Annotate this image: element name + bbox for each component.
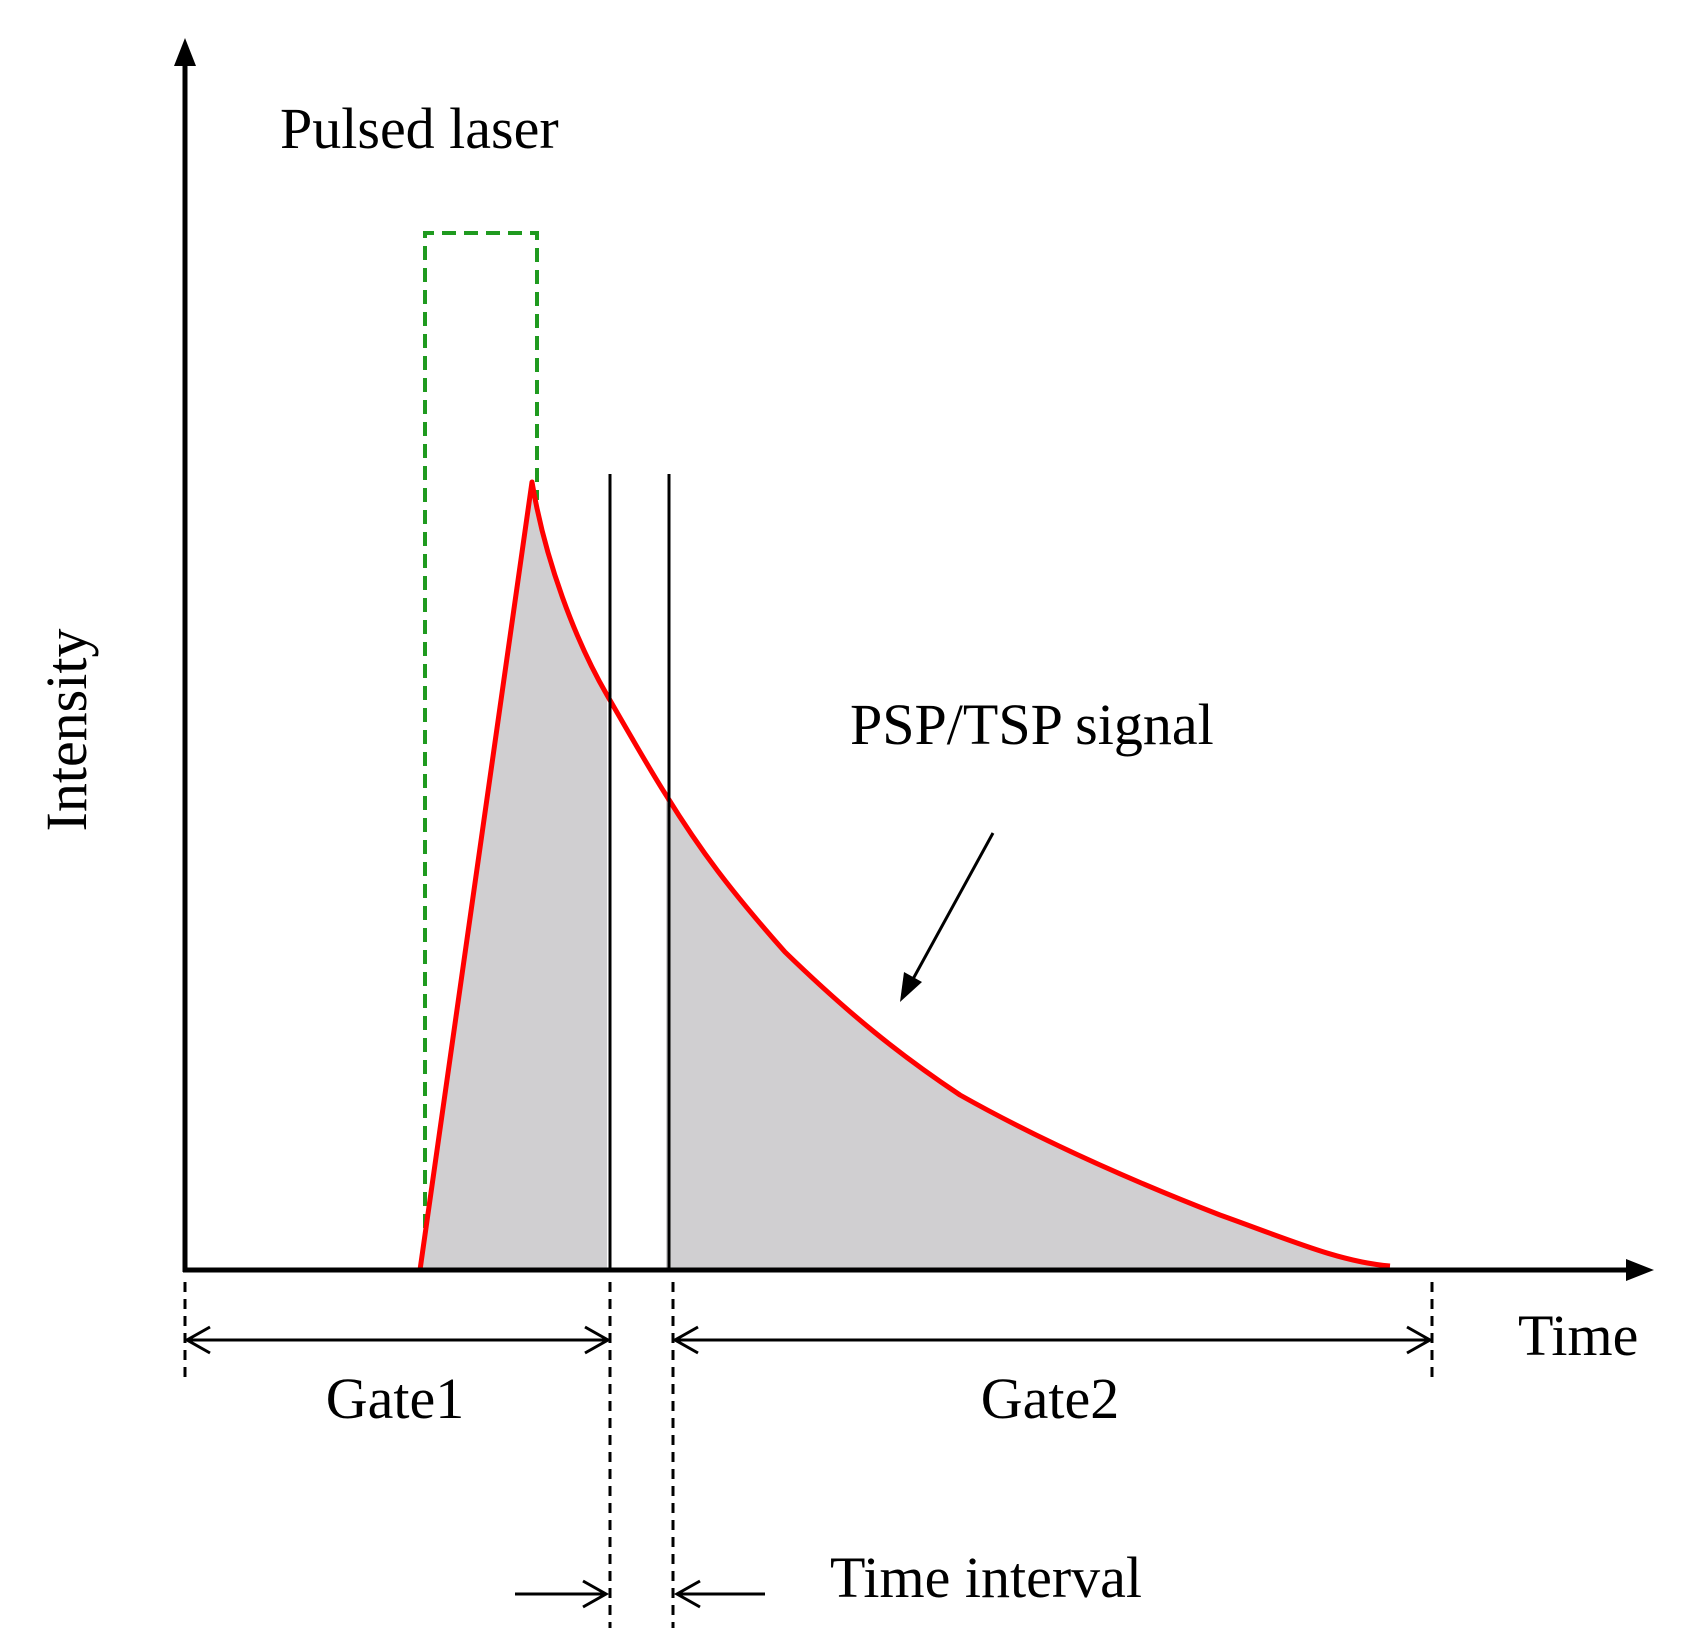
gate2-left-arrowhead (671, 1325, 699, 1355)
y-axis-label: Intensity (34, 629, 99, 832)
gate2-right-arrowhead (1406, 1325, 1434, 1355)
laser-pulse-outline (423, 231, 539, 1228)
signal-pointer-arrowhead (900, 972, 922, 1002)
laser-label: Pulsed laser (280, 96, 559, 161)
signal-label: PSP/TSP signal (850, 692, 1214, 757)
gate2-shaded-area (666, 795, 1390, 1270)
x-axis-label: Time (1518, 1303, 1638, 1368)
x-axis-arrowhead (1626, 1259, 1654, 1281)
gate1-shaded-area (420, 482, 607, 1270)
interval-label: Time interval (830, 1545, 1142, 1610)
interval-left-arrowhead (582, 1579, 610, 1609)
gate1-label: Gate1 (326, 1366, 465, 1431)
gate1-right-arrowhead (584, 1325, 612, 1355)
signal-pointer-arrow (905, 832, 995, 991)
interval-right-arrowhead (673, 1579, 701, 1609)
y-axis-arrowhead (174, 38, 196, 66)
signal-curve (417, 479, 1391, 1271)
gate2-label: Gate2 (981, 1366, 1120, 1431)
gate1-left-arrowhead (183, 1325, 211, 1355)
